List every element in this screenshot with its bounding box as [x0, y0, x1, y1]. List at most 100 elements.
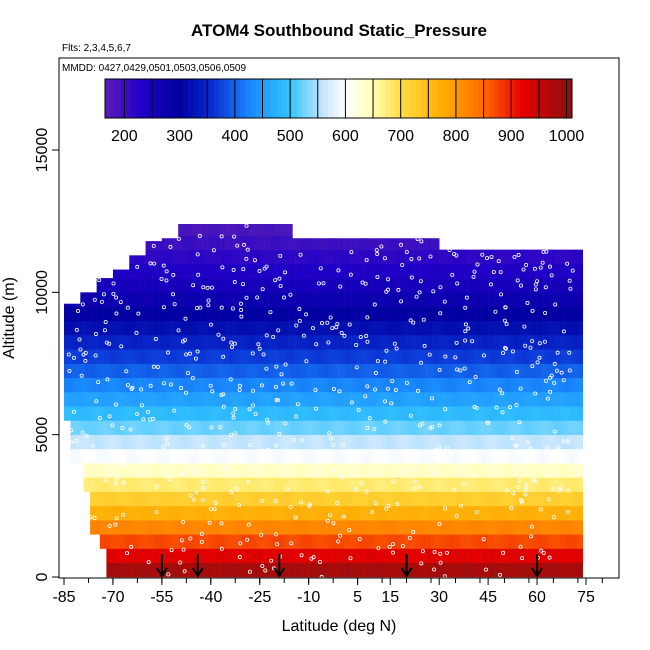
heatmap-cell	[269, 235, 274, 250]
heatmap-cell	[256, 278, 261, 293]
heatmap-cell	[230, 520, 234, 535]
heatmap-cell	[478, 263, 482, 279]
heatmap-cell	[579, 562, 584, 578]
heatmap-cell	[458, 377, 463, 393]
observation-point	[462, 481, 467, 486]
heatmap-cell	[396, 491, 401, 507]
heatmap-cell	[569, 306, 574, 322]
heatmap-cell	[289, 420, 293, 435]
heatmap-cell	[197, 235, 202, 250]
heatmap-cell	[507, 263, 512, 279]
observation-point	[298, 500, 303, 505]
heatmap-cell	[73, 434, 78, 450]
heatmap-cell	[537, 363, 541, 379]
observation-point	[257, 346, 262, 351]
observation-point	[463, 305, 468, 310]
observation-point	[247, 443, 252, 448]
heatmap-cell	[537, 477, 541, 492]
heatmap-cell	[432, 477, 437, 492]
heatmap-cell	[556, 434, 561, 450]
heatmap-cell	[432, 448, 437, 464]
heatmap-cell	[109, 505, 114, 521]
heatmap-cell	[579, 477, 584, 492]
observation-point	[124, 369, 129, 374]
observation-point	[544, 378, 549, 383]
heatmap-cell	[458, 505, 463, 521]
heatmap-cell	[360, 463, 365, 478]
heatmap-cell	[132, 255, 137, 265]
heatmap-cell	[494, 448, 499, 464]
observation-point	[107, 523, 112, 528]
heatmap-cell	[533, 548, 538, 564]
heatmap-cell	[331, 306, 336, 322]
heatmap-cell	[217, 320, 221, 336]
heatmap-cell	[152, 534, 156, 549]
observation-point	[257, 269, 262, 274]
heatmap-cell	[86, 363, 91, 379]
heatmap-cell	[285, 306, 290, 322]
heatmap-cell	[187, 320, 192, 336]
heatmap-cell	[184, 278, 189, 293]
heatmap-cell	[256, 235, 261, 250]
heatmap-cell	[334, 363, 339, 379]
heatmap-cell	[308, 377, 313, 393]
heatmap-cell	[308, 520, 313, 535]
heatmap-cell	[416, 263, 420, 279]
heatmap-cell	[285, 292, 290, 307]
heatmap-cell	[572, 391, 577, 407]
observation-point	[484, 567, 489, 572]
heatmap-cell	[406, 238, 411, 250]
heatmap-cell	[393, 363, 398, 379]
observation-point	[282, 295, 287, 300]
heatmap-cell	[524, 349, 528, 364]
heatmap-cell	[99, 463, 104, 478]
heatmap-cell	[338, 448, 342, 464]
heatmap-cell	[171, 548, 176, 564]
heatmap-cell	[249, 224, 254, 236]
heatmap-cell	[325, 505, 329, 521]
heatmap-cell	[325, 477, 329, 492]
heatmap-cell	[152, 278, 156, 293]
heatmap-cell	[158, 434, 163, 450]
heatmap-cell	[400, 406, 404, 421]
heatmap-cell	[308, 505, 313, 521]
heatmap-cell	[442, 391, 447, 407]
heatmap-cell	[360, 349, 365, 364]
heatmap-cell	[285, 335, 290, 350]
heatmap-cell	[537, 377, 541, 393]
heatmap-cell	[106, 434, 110, 450]
observation-point	[522, 324, 527, 329]
observation-point	[101, 292, 106, 297]
heatmap-cell	[334, 320, 339, 336]
heatmap-cell	[73, 335, 78, 350]
observation-point	[276, 328, 281, 333]
heatmap-cell	[360, 420, 365, 435]
heatmap-cell	[341, 534, 345, 549]
heatmap-cell	[214, 477, 218, 492]
heatmap-cell	[142, 255, 146, 265]
heatmap-cell	[481, 562, 486, 578]
heatmap-cell	[325, 278, 329, 293]
heatmap-cell	[426, 520, 430, 535]
heatmap-cell	[556, 448, 561, 464]
heatmap-cell	[302, 562, 306, 578]
heatmap-cell	[259, 562, 264, 578]
heatmap-cell	[67, 306, 71, 322]
observation-point	[113, 522, 118, 527]
heatmap-cell	[187, 335, 192, 350]
heatmap-cell	[119, 505, 124, 521]
heatmap-cell	[217, 292, 221, 307]
heatmap-cell	[243, 520, 247, 535]
observation-point	[229, 490, 234, 495]
observation-point	[472, 473, 477, 478]
heatmap-cell	[546, 477, 551, 492]
heatmap-cell	[546, 363, 551, 379]
heatmap-cell	[448, 391, 453, 407]
heatmap-cell	[413, 534, 417, 549]
heatmap-cell	[338, 292, 342, 307]
heatmap-cell	[338, 335, 342, 350]
heatmap-cell	[246, 292, 251, 307]
observation-point	[533, 479, 538, 484]
heatmap-cell	[419, 477, 424, 492]
heatmap-cell	[360, 292, 365, 307]
